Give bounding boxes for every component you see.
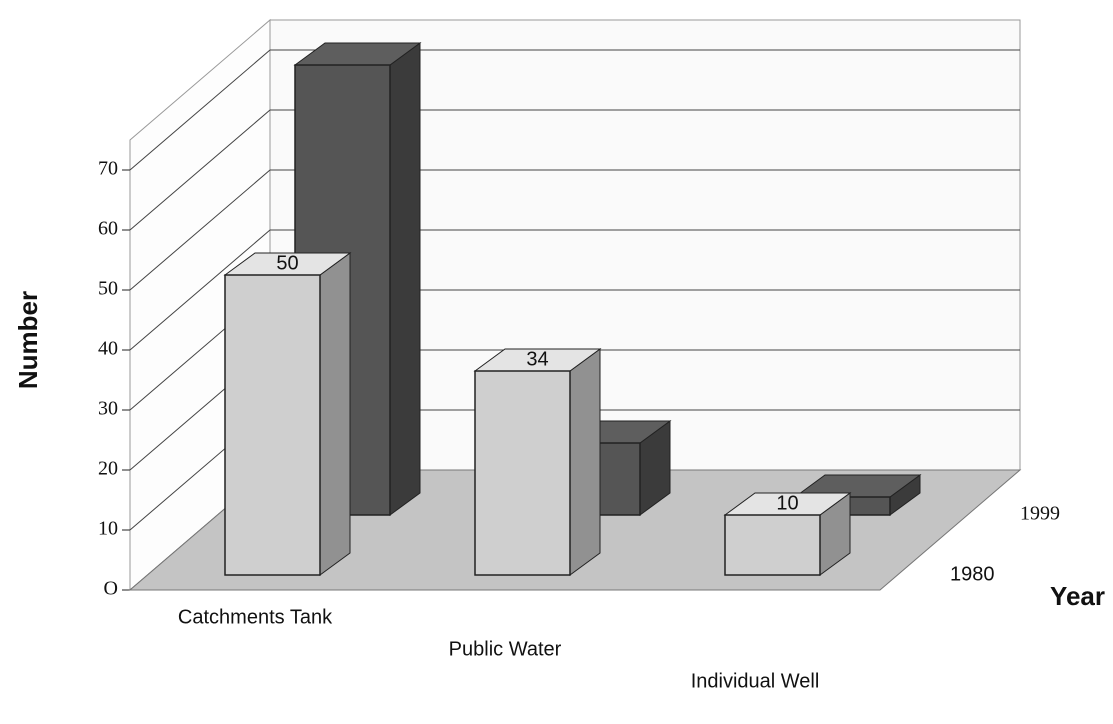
grid-line: [129, 229, 1020, 351]
y-tick-label: 10: [98, 518, 118, 540]
bar-side: [319, 252, 351, 576]
y-tick-label: 70: [98, 158, 118, 180]
x-tick-label: Individual Well: [691, 670, 820, 692]
y-tick-label: 20: [98, 458, 118, 480]
bar: [474, 370, 571, 576]
bar-side: [389, 42, 421, 516]
depth-axis-label: Year: [1050, 581, 1105, 611]
y-axis-label: Number: [13, 291, 43, 389]
data-label: 34: [526, 348, 548, 370]
grid-line: [129, 109, 1020, 231]
x-tick-label: Public Water: [449, 638, 562, 660]
legend-label: 1999: [1020, 503, 1060, 525]
y-tick-label: 50: [98, 278, 118, 300]
bar: [724, 514, 821, 576]
bar: [224, 274, 321, 576]
y-tick-label: O: [104, 578, 118, 600]
data-label: 50: [276, 252, 298, 274]
grid-line: [129, 49, 1020, 171]
legend-label: 1980: [950, 563, 995, 585]
data-label: 10: [776, 492, 798, 514]
x-tick-label: Catchments Tank: [178, 606, 333, 628]
bar-side: [569, 348, 601, 576]
grid-line: [129, 169, 1020, 291]
y-tick-label: 60: [98, 218, 118, 240]
y-tick-label: 30: [98, 398, 118, 420]
y-tick-label: 40: [98, 338, 118, 360]
